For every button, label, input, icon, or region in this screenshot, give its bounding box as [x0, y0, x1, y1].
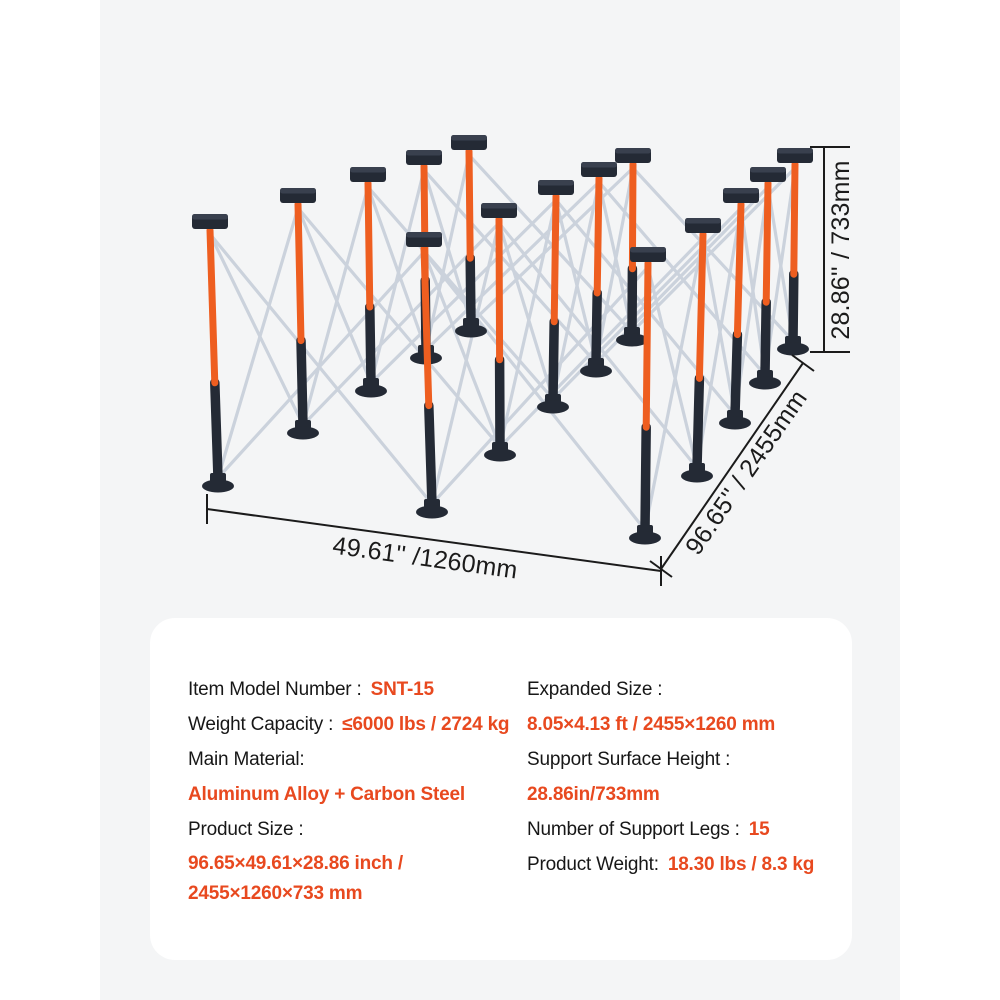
spec-value-weight-capacity: ≤6000 lbs / 2724 kg	[342, 713, 510, 735]
support-leg	[537, 180, 574, 414]
width-dimension	[206, 494, 662, 586]
spec-label-support-legs: Number of Support Legs :	[527, 818, 740, 840]
support-leg	[280, 188, 319, 440]
spec-label-expanded-size: Expanded Size :	[527, 678, 663, 700]
spec-value-main-material: Aluminum Alloy + Carbon Steel	[188, 783, 465, 805]
spec-panel: Item Model Number : SNT-15 Weight Capaci…	[150, 618, 852, 960]
support-leg	[406, 232, 448, 519]
spec-row-main-material-value: Aluminum Alloy + Carbon Steel	[188, 777, 523, 812]
spec-row-item-model: Item Model Number : SNT-15	[188, 672, 523, 707]
spec-label-weight-capacity: Weight Capacity :	[188, 713, 334, 735]
support-leg	[681, 218, 721, 483]
spec-value-product-weight: 18.30 lbs / 8.3 kg	[667, 853, 815, 875]
spec-label-surface-height: Support Surface Height :	[527, 748, 731, 770]
spec-value-product-size: 96.65×49.61×28.86 inch / 2455×1260×733 m…	[188, 853, 403, 904]
spec-row-main-material-label: Main Material:	[188, 742, 523, 777]
spec-label-product-weight: Product Weight:	[527, 853, 659, 875]
support-leg	[192, 214, 234, 493]
spec-row-product-size-value: 96.65×49.61×28.86 inch / 2455×1260×733 m…	[188, 847, 523, 909]
spec-row-weight-capacity: Weight Capacity : ≤6000 lbs / 2724 kg	[188, 707, 523, 742]
support-leg	[749, 167, 786, 390]
support-legs	[192, 135, 813, 545]
spec-value-surface-height: 28.86in/733mm	[527, 783, 660, 805]
support-leg	[350, 167, 387, 398]
support-leg	[719, 188, 759, 430]
spec-row-surface-height-label: Support Surface Height :	[527, 742, 827, 777]
depth-dimension	[649, 354, 815, 578]
spec-row-product-weight: Product Weight: 18.30 lbs / 8.3 kg	[527, 847, 827, 882]
spec-value-expanded-size: 8.05×4.13 ft / 2455×1260 mm	[527, 713, 776, 735]
spec-value-support-legs: 15	[748, 818, 770, 840]
support-leg	[629, 247, 666, 545]
support-leg	[580, 162, 617, 378]
spec-row-product-size-label: Product Size :	[188, 812, 523, 847]
support-leg	[777, 148, 813, 356]
spec-label-item-model: Item Model Number :	[188, 678, 362, 700]
spec-label-product-size: Product Size :	[188, 818, 304, 840]
spec-label-main-material: Main Material:	[188, 748, 305, 770]
spec-row-expanded-size-value: 8.05×4.13 ft / 2455×1260 mm	[527, 707, 827, 742]
spec-row-expanded-size-label: Expanded Size :	[527, 672, 827, 707]
spec-row-support-legs: Number of Support Legs : 15	[527, 812, 827, 847]
spec-column-right: Expanded Size : 8.05×4.13 ft / 2455×1260…	[527, 672, 827, 882]
spec-value-item-model: SNT-15	[370, 678, 434, 700]
spec-column-left: Item Model Number : SNT-15 Weight Capaci…	[188, 672, 523, 909]
support-truss	[192, 135, 813, 545]
support-leg	[451, 135, 487, 338]
height-dimension	[810, 146, 850, 353]
height-dimension-label: 28.86'' / 733mm	[827, 160, 855, 339]
spec-row-surface-height-value: 28.86in/733mm	[527, 777, 827, 812]
support-leg	[481, 203, 517, 462]
